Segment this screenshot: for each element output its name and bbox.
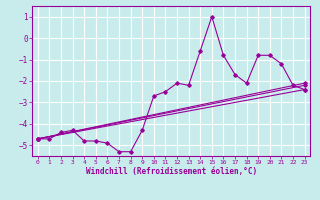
X-axis label: Windchill (Refroidissement éolien,°C): Windchill (Refroidissement éolien,°C): [86, 167, 257, 176]
